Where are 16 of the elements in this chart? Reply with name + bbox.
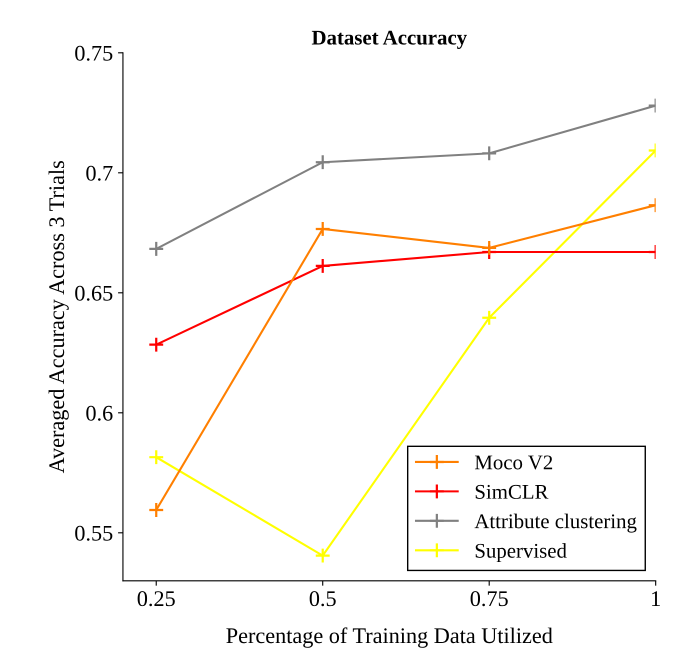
y-tick-label: 0.65 [75,286,112,301]
x-tick-label: 0.25 [138,591,175,606]
legend-label: Attribute clustering [474,514,637,533]
y-tick-label: 0.7 [86,166,113,181]
legend-label: Moco V2 [474,455,552,470]
y-tick-label: 0.75 [75,46,112,61]
legend-label: Supervised [476,543,567,562]
y-tick-label: 0.55 [75,526,112,541]
legend-label: SimCLR [476,484,548,499]
x-tick-label: 1 [652,591,660,606]
chart-title: Dataset Accuracy [312,30,467,49]
x-axis-title: Percentage of Training Data Utilized [226,627,553,648]
y-tick-label: 0.6 [86,406,113,421]
x-tick-label: 0.5 [310,591,336,606]
x-tick-label: 0.75 [470,591,508,606]
y-axis-title: Averaged Accuracy Across 3 Trials [48,161,69,474]
